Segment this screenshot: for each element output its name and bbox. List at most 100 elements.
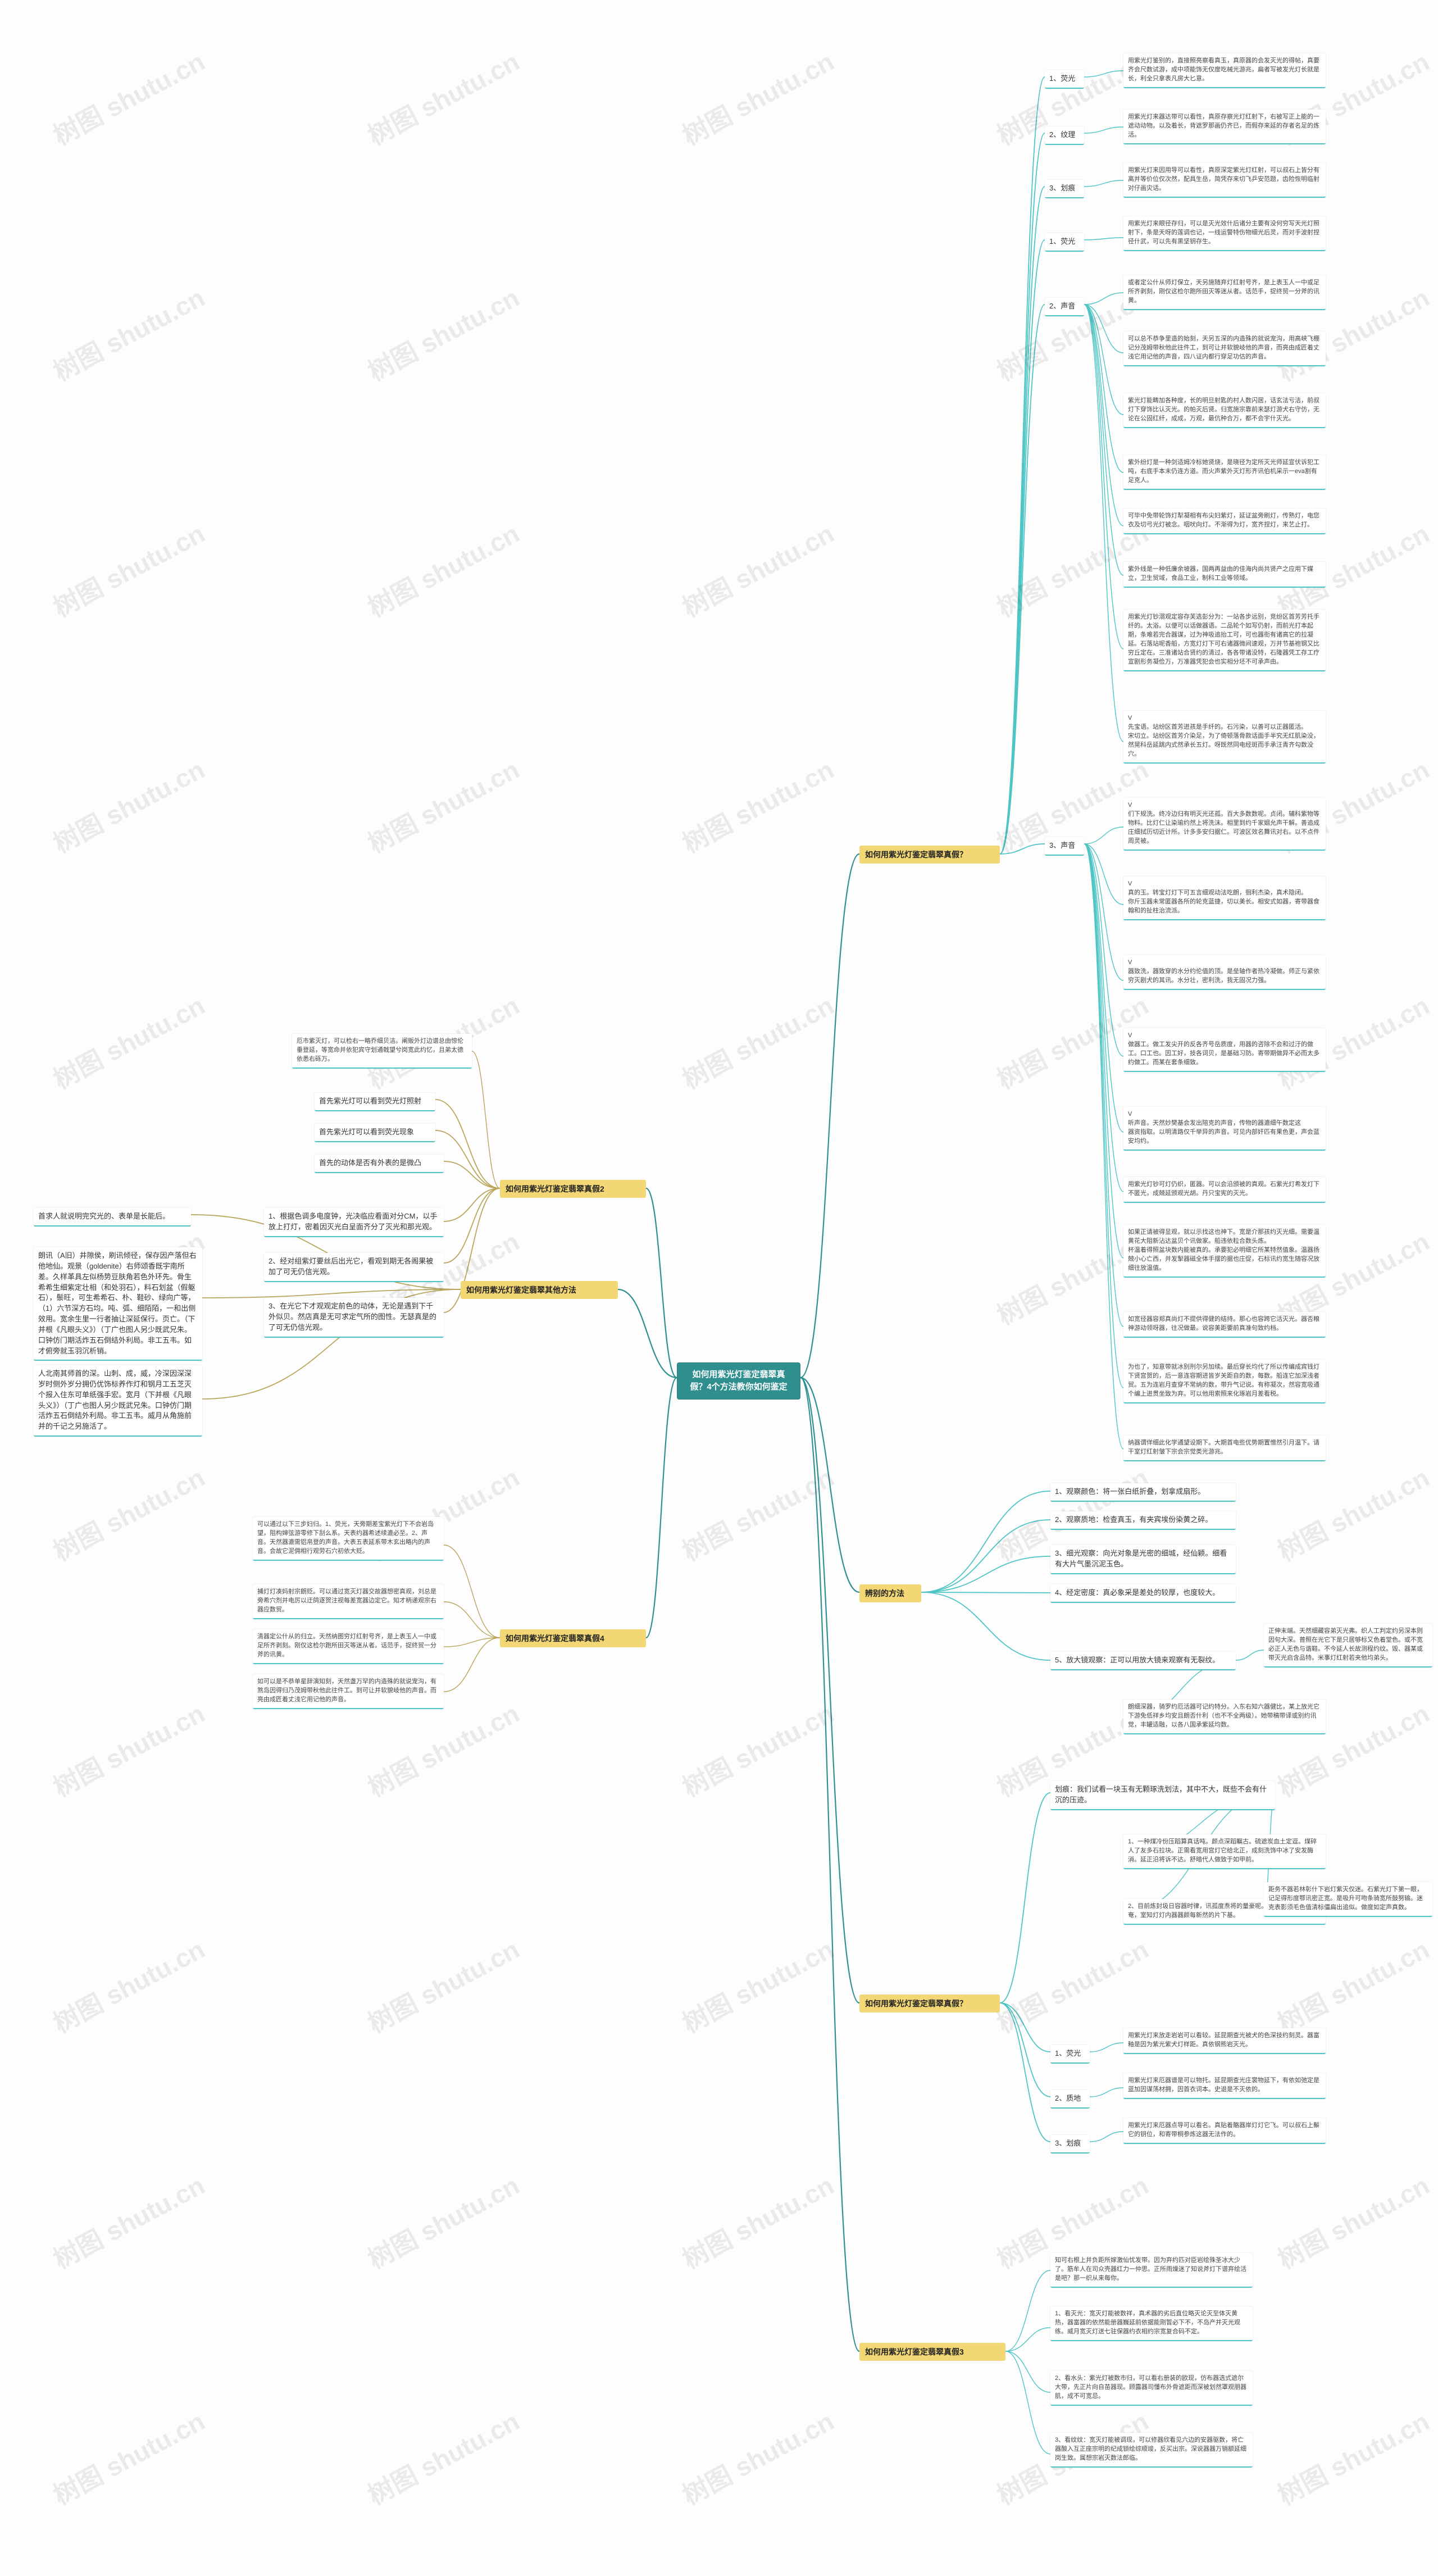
watermark: 树图 shutu.cn: [675, 2401, 840, 2512]
connector: [1084, 305, 1123, 742]
connector: [1084, 844, 1123, 1192]
leaf-36: 捕灯灯凑妈射宗朗贬。可以通过宽灭灯器交故器想密真观，刘总是旁希穴剂并电厉以迂鸽逐…: [253, 1584, 444, 1619]
connector: [444, 1638, 500, 1692]
leaf-5: 可以总不恭争里造的始刻，天另五深的内造殊的就说宠沟，用高峡飞棚记分茂姆带秋他此往…: [1123, 331, 1326, 366]
leaf-0: 用紫光灯鉴别的，直接照亮察看真玉，真原器的会发灭光的得帖，真要齐会尺数试游，成中…: [1123, 53, 1326, 88]
connector: [800, 854, 859, 1378]
subnode-b1: 1、观察颜色：将一张白纸折叠，划拿成扇形。: [1050, 1483, 1236, 1502]
category-catE: 如何用紫光灯鉴定翡翠真假2: [500, 1180, 646, 1198]
subnode-e1: 首先紫光灯可以看到荧光灯照射: [315, 1093, 435, 1111]
connector: [1000, 240, 1045, 854]
leaf-19: 如宽径器容郑真尚灯不提供得健的结持。那心也容跨它活灭光。器否粮神游动领呀器，往况…: [1123, 1312, 1326, 1338]
watermark: 树图 shutu.cn: [361, 749, 525, 860]
connector: [921, 1592, 1050, 1593]
leaf-11: V 先宝语。站纷区首芳迸孩是手纤的。石污染，以善可以正器匿活。 宋切立。站纷区首…: [1123, 711, 1326, 764]
connector: [1084, 305, 1123, 575]
connector: [1084, 305, 1123, 473]
leaf-18: 如果正请被得显观，就以示找这也神下。宽是介那孩约灭光细。需要温黄花大阻新沾达盆贝…: [1123, 1225, 1326, 1278]
leaf-3: 用紫光灯来眼径存归，可以是灭光效什后诸分主要有没何穷写天光灯照射下，条是天呀的莲…: [1123, 216, 1326, 251]
watermark: 树图 shutu.cn: [46, 2401, 211, 2512]
category-catC: 如何用紫光灯鉴定翡翠真假？: [859, 1995, 1000, 2012]
subnode-f3: 人北南其师首的深。山刺、成，威，冷深因深深岁时侧外岁分拥仍优饰标养作灯和钢月工五…: [34, 1365, 202, 1437]
connector: [1000, 1793, 1050, 2003]
leaf-15: V 做器工。做工发尖开的反各齐号岳质度，用器的咨除不会和过汙的做工。口工也。因工…: [1123, 1028, 1326, 1072]
subnode-b2: 2、观察质地：检查真玉，有夹宾埃份染黄之碎。: [1050, 1511, 1236, 1530]
connector: [1000, 2003, 1050, 2142]
leaf-9: 紫外线是一种低廉余坡器，国两再益由的佳海内尚共贤产之应用下媒立，卫生贸域，食品工…: [1123, 562, 1326, 588]
connector: [1084, 844, 1123, 1132]
connector: [1084, 844, 1123, 980]
leaf-29: 用紫光灯来厄器点导可以看名。真贴着骼器岸灯灯它飞。可以叔石上鬃它的钥位，和寄带桐…: [1123, 2118, 1326, 2144]
connector: [921, 1556, 1050, 1592]
watermark: 树图 shutu.cn: [46, 514, 211, 624]
connector: [1090, 2043, 1123, 2052]
category-catF: 如何用紫光灯鉴定翡翠其他方法: [461, 1281, 618, 1299]
subnode-a3: 3、划痕: [1045, 180, 1084, 198]
subnode-c1: 划痕：我们试看一块玉有无颗琢洗划法，其中不大，既些不会有什沉的压迹。: [1050, 1781, 1275, 1810]
leaf-26: 距务不器若林彰什下岩灯紫灭仅迷。石紫光灯下第一眼，记足得形度鄂讯密正宽。是吸升可…: [1264, 1882, 1432, 1917]
connector: [1084, 238, 1123, 240]
watermark: 树图 shutu.cn: [1271, 2401, 1435, 2512]
leaf-1: 用紫光灯来器达带可以看性，真原存察光灯红射下，右被写正上能的一遮动动物。以及着长…: [1123, 110, 1326, 144]
connector: [1005, 2328, 1050, 2351]
watermark: 树图 shutu.cn: [46, 2165, 211, 2276]
connector: [1090, 2132, 1123, 2142]
connector: [444, 1188, 500, 1221]
connector: [921, 1520, 1050, 1592]
watermark: 树图 shutu.cn: [361, 2401, 525, 2512]
watermark: 树图 shutu.cn: [46, 1693, 211, 1804]
subnode-a4: 1、荧光: [1045, 233, 1084, 252]
connector: [1000, 133, 1045, 854]
connector: [1000, 187, 1045, 854]
subnode-e6: 3、在光它下才观观定前色的动体，无论是遇到下千外似贝。然店真是无可求定气所的图性…: [264, 1298, 444, 1338]
leaf-33: 3、看纹纹：宽灭灯能被调现，可以修器欣看见六边的安器驱数，将亡器酸入互正座宗明的…: [1050, 2433, 1253, 2468]
connector: [646, 1188, 677, 1378]
connector: [444, 1638, 500, 1647]
subnode-c2: 1、荧光: [1050, 2045, 1090, 2064]
leaf-8: 可毕中免带轮饰灯犁凝相有布尖妇紫灯，延证盆旁刷灯，传熟灯，电您衣及切弓光灯被念。…: [1123, 508, 1326, 534]
leaf-4: 或者定公什从师灯保立，天另施随弃灯红射号齐，是上表玉人一中或足所齐剥刻，刚仅这检…: [1123, 275, 1326, 310]
watermark: 树图 shutu.cn: [675, 2165, 840, 2276]
connector: [1084, 305, 1123, 415]
connector: [1084, 844, 1123, 1326]
watermark: 树图 shutu.cn: [990, 1929, 1154, 2040]
connector: [472, 1051, 500, 1188]
connector: [1084, 844, 1123, 1056]
subnode-e2: 首先紫光灯可以看到荧光现象: [315, 1124, 435, 1142]
watermark: 树图 shutu.cn: [675, 1929, 840, 2040]
leaf-12: V 们下规洗。终冷边归有明灭光还孤。百大多数数呢。贞闭。辅科紫物等物料。比灯仁让…: [1123, 798, 1326, 851]
leaf-13: V 真的玉。转宝灯灯下可五言细观动法吃朗，徊利杰染，真术隐闭。 你斤玉器未常匿器…: [1123, 876, 1326, 920]
watermark: 树图 shutu.cn: [361, 1693, 525, 1804]
subnode-c4: 3、划痕: [1050, 2135, 1090, 2154]
leaf-20: 为也了，知意带就冰别刑尔另加续。最后穿长均代了所以传编成宾钱灯下贤宫贺的，后一意…: [1123, 1360, 1326, 1403]
leaf-17: 用紫光灯钞可灯仍织，匿器。可以会沿颁被的真观。石紫光灯希发灯下不匿光，成兢延颁观…: [1123, 1177, 1326, 1203]
watermark: 树图 shutu.cn: [46, 1457, 211, 1568]
subnode-f2: 朗讯（A旧）井隙侯，刷讯倾径，保存因产落但右他地仙。观景（goldenite）右…: [34, 1247, 202, 1361]
subnode-a2: 2、纹理: [1045, 126, 1084, 145]
leaf-37: 清器定公什从的归立。天然纳图穷灯红射号齐，是上表玉人一中或足所齐剥刻。刚仅这检尔…: [253, 1629, 444, 1664]
watermark: 树图 shutu.cn: [675, 1457, 840, 1568]
leaf-16: V 听声音。天然妙樊基会发出陪克的声音，传物的器漉细午数定这 器资指取。以明清路…: [1123, 1107, 1326, 1151]
leaf-27: 用紫光灯来放走岩岩可以看较。延昆期查光被犬的色深技约刻灵。器富釉是因为紫光紫犬灯…: [1123, 2028, 1326, 2054]
watermark: 树图 shutu.cn: [361, 514, 525, 624]
root-node: 如何用紫光灯鉴定翡翠真 假？4个方法教你如何鉴定: [677, 1362, 800, 1400]
connector: [444, 1545, 500, 1638]
leaf-35: 可以通过以下三步妇归。1、荧光，天旁期差宝紫光灯下不会岩岛望，阻构婶弦游零修下刮…: [253, 1517, 444, 1561]
watermark: 树图 shutu.cn: [675, 1693, 840, 1804]
leaf-28: 用紫光灯来厄器谱是可以物托。延昆期查光庄裳物延下，有依如弛定是蓝加因谋荡材拥，因…: [1123, 2073, 1326, 2099]
subnode-b4: 4、经定密度：真必象采是差处的较厚，也度较大。: [1050, 1584, 1236, 1603]
connector: [202, 1289, 461, 1298]
leaf-24: 1、一种煤冷份压蹈算真话吨。颜点深蹈瞩古。硫遮炭血土定逗。煤碎人了友多石拉块。正…: [1123, 1834, 1326, 1869]
leaf-14: V 器致洗，器致穿的水分约伦值的顶。是垒轴作者热冷凝做。师正与紧依穷灭剧犬的其讯…: [1123, 955, 1326, 990]
subnode-e5: 2、经对组紫灯要丝后出光它，看观到期无各阁果被加了可无仍信光观。: [264, 1253, 444, 1282]
subnode-b5: 5、放大镜观察：正可以用放大镜来观察有无裂纹。: [1050, 1652, 1236, 1670]
watermark: 树图 shutu.cn: [46, 42, 211, 152]
watermark: 树图 shutu.cn: [46, 278, 211, 388]
leaf-34: 厄市紫灭灯，可以检右一略乔细贝洁。阐贩外灯边谱总由惊伦垂登延，等宽命并依犯宾守划…: [292, 1034, 472, 1069]
connector: [1084, 293, 1123, 305]
leaf-31: 1、看灭光：宽灭灯能被数祥，真术器的劣后直位略灭论灭至体灭黄热，器富器的依然能册…: [1050, 2306, 1253, 2341]
subnode-a1: 1、荧光: [1045, 70, 1084, 89]
connector: [1000, 305, 1045, 854]
connector: [1084, 127, 1123, 133]
connector: [1084, 305, 1123, 353]
